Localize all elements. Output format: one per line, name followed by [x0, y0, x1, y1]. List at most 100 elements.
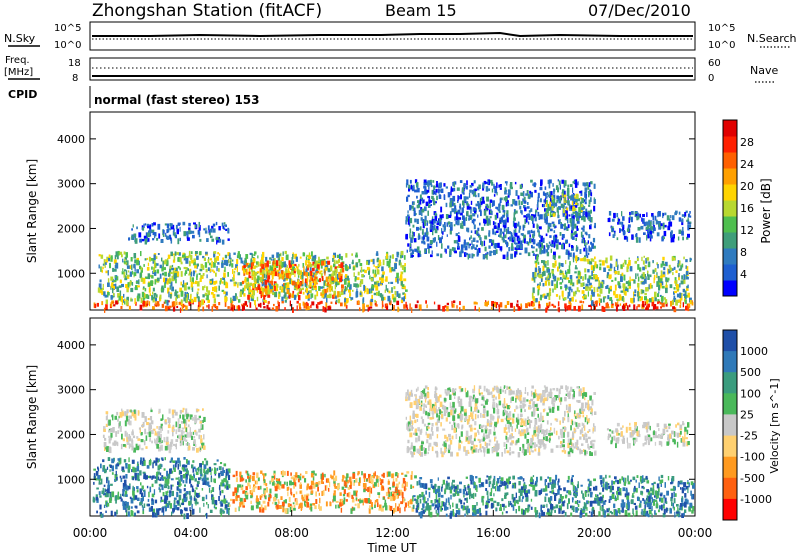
scatter-cell: [673, 266, 676, 270]
scatter-cell: [411, 231, 414, 235]
scatter-cell: [585, 211, 588, 218]
scatter-cell: [355, 283, 359, 288]
scatter-cell: [373, 273, 377, 278]
scatter-cell: [362, 269, 365, 272]
scatter-cell: [401, 265, 405, 270]
scatter-cell: [466, 210, 469, 217]
nsky-bottom-tick: 10^0: [54, 40, 81, 51]
scatter-cell: [533, 214, 536, 219]
scatter-cell: [140, 277, 144, 282]
scatter-cell: [428, 247, 430, 254]
scatter-cell: [368, 499, 372, 504]
scatter-cell: [395, 472, 398, 474]
scatter-cell: [218, 496, 220, 501]
scatter-cell: [526, 214, 528, 219]
scatter-cell: [392, 495, 396, 501]
scatter-cell: [148, 301, 151, 307]
scatter-cell: [312, 284, 315, 288]
scatter-cell: [183, 507, 186, 511]
scatter-cell: [280, 262, 283, 268]
scatter-cell: [286, 481, 288, 487]
scatter-cell: [299, 484, 302, 489]
scatter-cell: [574, 292, 576, 295]
scatter-cell: [453, 224, 456, 227]
scatter-cell: [489, 199, 493, 203]
scatter-cell: [264, 490, 266, 496]
power-ylabel: Slant Range [km]: [25, 159, 39, 263]
scatter-cell: [333, 263, 336, 268]
scatter-cell: [451, 208, 455, 213]
scatter-cell: [215, 288, 218, 293]
scatter-cell: [298, 294, 301, 301]
scatter-cell: [374, 281, 377, 285]
scatter-cell: [642, 280, 645, 285]
scatter-cell: [244, 257, 247, 262]
scatter-cell: [393, 297, 396, 303]
scatter-cell: [148, 507, 152, 512]
scatter-cell: [378, 259, 381, 265]
scatter-cell: [405, 301, 407, 308]
scatter-cell: [179, 460, 181, 467]
scatter-cell: [202, 265, 205, 270]
scatter-cell: [130, 497, 134, 504]
scatter-cell: [581, 215, 584, 221]
scatter-cell: [470, 235, 472, 239]
scatter-cell: [370, 259, 374, 262]
scatter-cell: [522, 239, 524, 243]
scatter-cell: [559, 232, 562, 236]
scatter-cell: [232, 474, 236, 478]
scatter-cell: [198, 225, 201, 231]
scatter-cell: [457, 236, 461, 242]
scatter-cell: [617, 298, 620, 302]
scatter-cell: [430, 223, 432, 230]
scatter-cell: [133, 263, 136, 269]
scatter-cell: [585, 233, 588, 236]
scatter-cell: [123, 489, 125, 492]
scatter-cell: [633, 502, 636, 505]
scatter-cell: [204, 262, 208, 268]
scatter-cell: [236, 296, 238, 300]
scatter-cell: [545, 233, 548, 237]
scatter-cell: [136, 269, 139, 274]
scatter-cell: [292, 493, 295, 498]
scatter-cell: [167, 236, 170, 240]
scatter-cell: [500, 216, 504, 223]
scatter-cell: [134, 267, 136, 272]
scatter-cell: [225, 500, 228, 503]
scatter-cell: [202, 275, 204, 279]
scatter-cell: [438, 195, 442, 199]
scatter-cell: [192, 281, 195, 285]
scatter-cell: [532, 239, 536, 245]
scatter-cell: [496, 191, 498, 196]
scatter-cell: [325, 478, 329, 483]
scatter-cell: [349, 293, 352, 296]
scatter-cell: [689, 299, 692, 305]
scatter-cell: [125, 494, 128, 497]
scatter-cell: [409, 303, 411, 309]
scatter-cell: [249, 263, 252, 268]
scatter-cell: [385, 491, 389, 497]
scatter-cell: [281, 300, 284, 304]
scatter-cell: [168, 234, 172, 240]
colorbar-tick-label: 16: [740, 202, 754, 215]
scatter-cell: [686, 285, 688, 289]
scatter-cell: [98, 254, 101, 257]
scatter-cell: [540, 278, 543, 282]
scatter-cell: [286, 487, 289, 491]
scatter-cell: [561, 237, 564, 240]
scatter-cell: [340, 507, 343, 513]
scatter-cell: [549, 211, 552, 218]
scatter-cell: [113, 279, 117, 283]
scatter-cell: [251, 476, 255, 482]
scatter-cell: [357, 471, 360, 475]
scatter-cell: [155, 294, 158, 298]
scatter-cell: [588, 190, 591, 196]
scatter-cell: [574, 267, 578, 270]
scatter-cell: [245, 479, 247, 483]
scatter-cell: [485, 203, 489, 206]
scatter-cell: [624, 288, 628, 291]
scatter-cell: [483, 218, 485, 224]
scatter-cell: [474, 305, 476, 311]
scatter-cell: [536, 256, 539, 262]
scatter-cell: [171, 267, 174, 271]
